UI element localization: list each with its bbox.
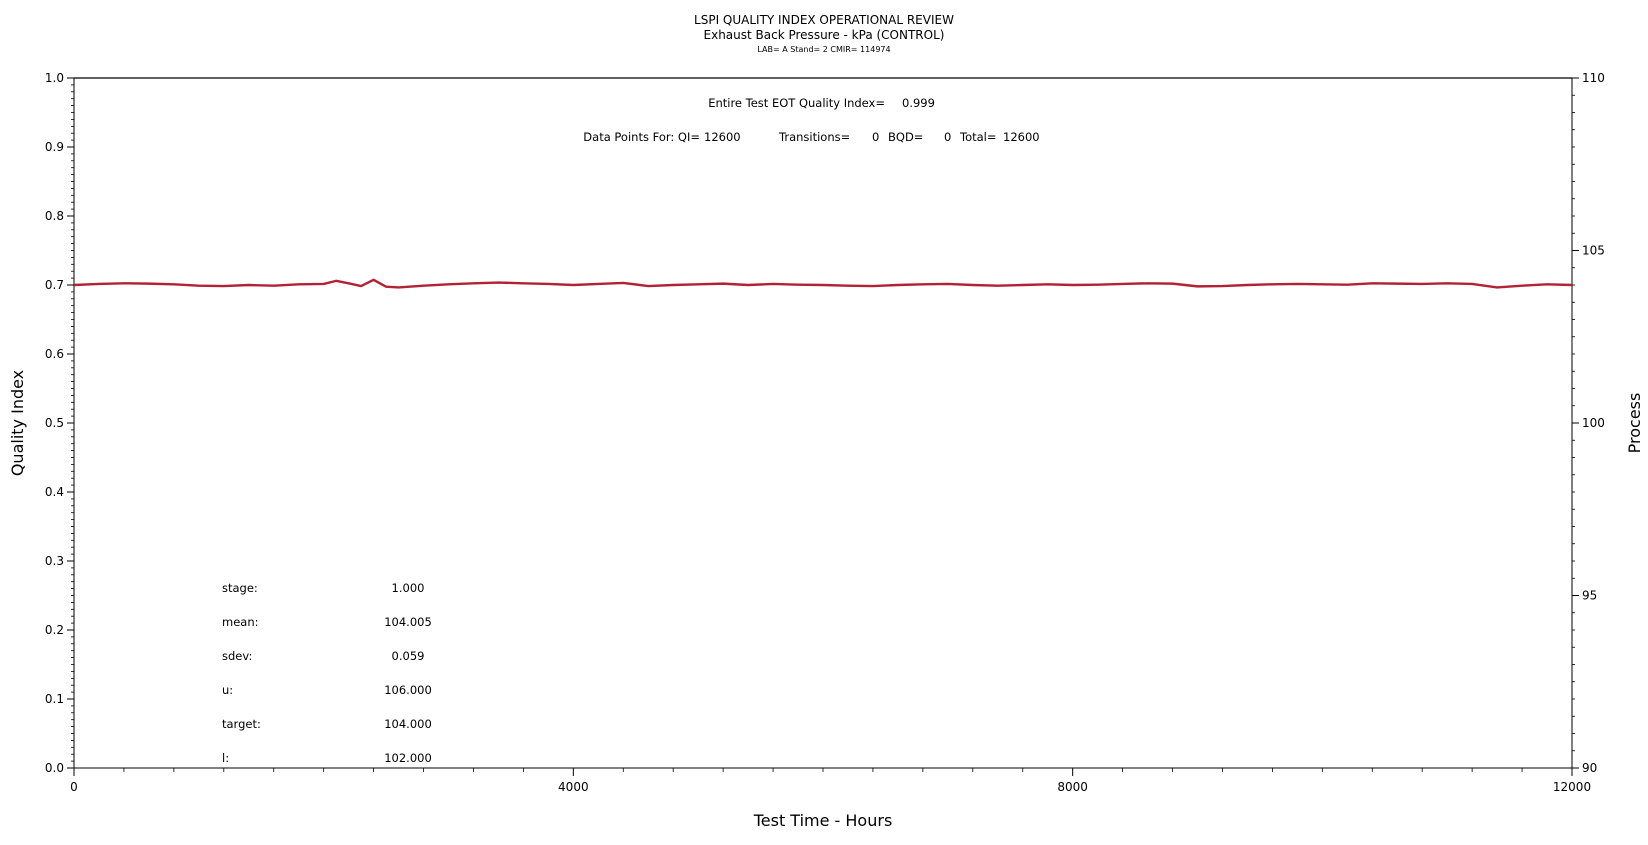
transitions-label: Transitions= [778, 130, 850, 144]
qi-count: 12600 [704, 130, 741, 144]
stat-label: l: [222, 751, 229, 765]
x-axis-label: Test Time - Hours [753, 811, 893, 830]
qi-label: Data Points For: QI= [583, 130, 700, 144]
y-right-tick-label: 90 [1582, 761, 1597, 775]
stat-value: 104.005 [384, 615, 432, 629]
y-right-tick-label: 100 [1582, 416, 1605, 430]
stat-value: 104.000 [384, 717, 432, 731]
x-tick-label: 4000 [558, 780, 589, 794]
eot-quality-value: 0.999 [902, 96, 935, 110]
stat-value: 102.000 [384, 751, 432, 765]
stat-label: mean: [222, 615, 259, 629]
y-left-tick-label: 0.3 [45, 554, 64, 568]
chart-title: LSPI QUALITY INDEX OPERATIONAL REVIEW [694, 13, 954, 27]
eot-quality-label: Entire Test EOT Quality Index= [708, 96, 885, 110]
y-left-tick-label: 0.9 [45, 140, 64, 154]
y-right-tick-label: 95 [1582, 589, 1597, 603]
stat-label: u: [222, 683, 233, 697]
process-series-line [73, 278, 1573, 289]
stat-value: 1.000 [392, 581, 425, 595]
series-layer [73, 77, 1573, 289]
stat-label: stage: [222, 581, 258, 595]
y-left-tick-label: 0.1 [45, 692, 64, 706]
x-tick-label: 12000 [1553, 780, 1591, 794]
y-axis-right-label: Process [1625, 393, 1644, 454]
bqd-label: BQD= [888, 130, 923, 144]
stat-label: sdev: [222, 649, 252, 663]
stat-label: target: [222, 717, 261, 731]
y-left-tick-label: 0.2 [45, 623, 64, 637]
y-left-tick-label: 0.8 [45, 209, 64, 223]
y-right-tick-label: 105 [1582, 244, 1605, 258]
x-tick-label: 0 [70, 780, 78, 794]
y-left-tick-label: 0.4 [45, 485, 64, 499]
y-left-tick-label: 1.0 [45, 71, 64, 85]
stats-table: stage: 1.000 mean: 104.005 sdev: 0.059 u: 106.0… [222, 581, 432, 765]
chart-subtitle-lab: LAB= A Stand= 2 CMIR= 114974 [757, 45, 890, 54]
y-left-tick-label: 0.0 [45, 761, 64, 775]
plot-frame [73, 77, 1573, 769]
total-label: Total= [959, 130, 997, 144]
y-right-tick-label: 110 [1582, 71, 1605, 85]
axis-ticks: 0.0 0.1 0.2 0.3 0.4 0.5 0.6 0.7 0.8 0.9 1.0 90 95 100… [45, 71, 1605, 794]
stat-value: 0.059 [392, 649, 425, 663]
y-left-tick-label: 0.6 [45, 347, 64, 361]
y-left-tick-label: 0.5 [45, 416, 64, 430]
chart-subtitle: Exhaust Back Pressure - kPa (CONTROL) [704, 28, 945, 42]
stat-value: 106.000 [384, 683, 432, 697]
y-left-tick-label: 0.7 [45, 278, 64, 292]
total-count: 12600 [1003, 130, 1040, 144]
bqd-count: 0 [944, 130, 951, 144]
data-points-summary: Data Points For: QI= 12600 Transitions= … [583, 130, 1039, 144]
y-axis-left-label: Quality Index [8, 370, 27, 476]
transitions-count: 0 [872, 130, 879, 144]
x-tick-label: 8000 [1057, 780, 1088, 794]
